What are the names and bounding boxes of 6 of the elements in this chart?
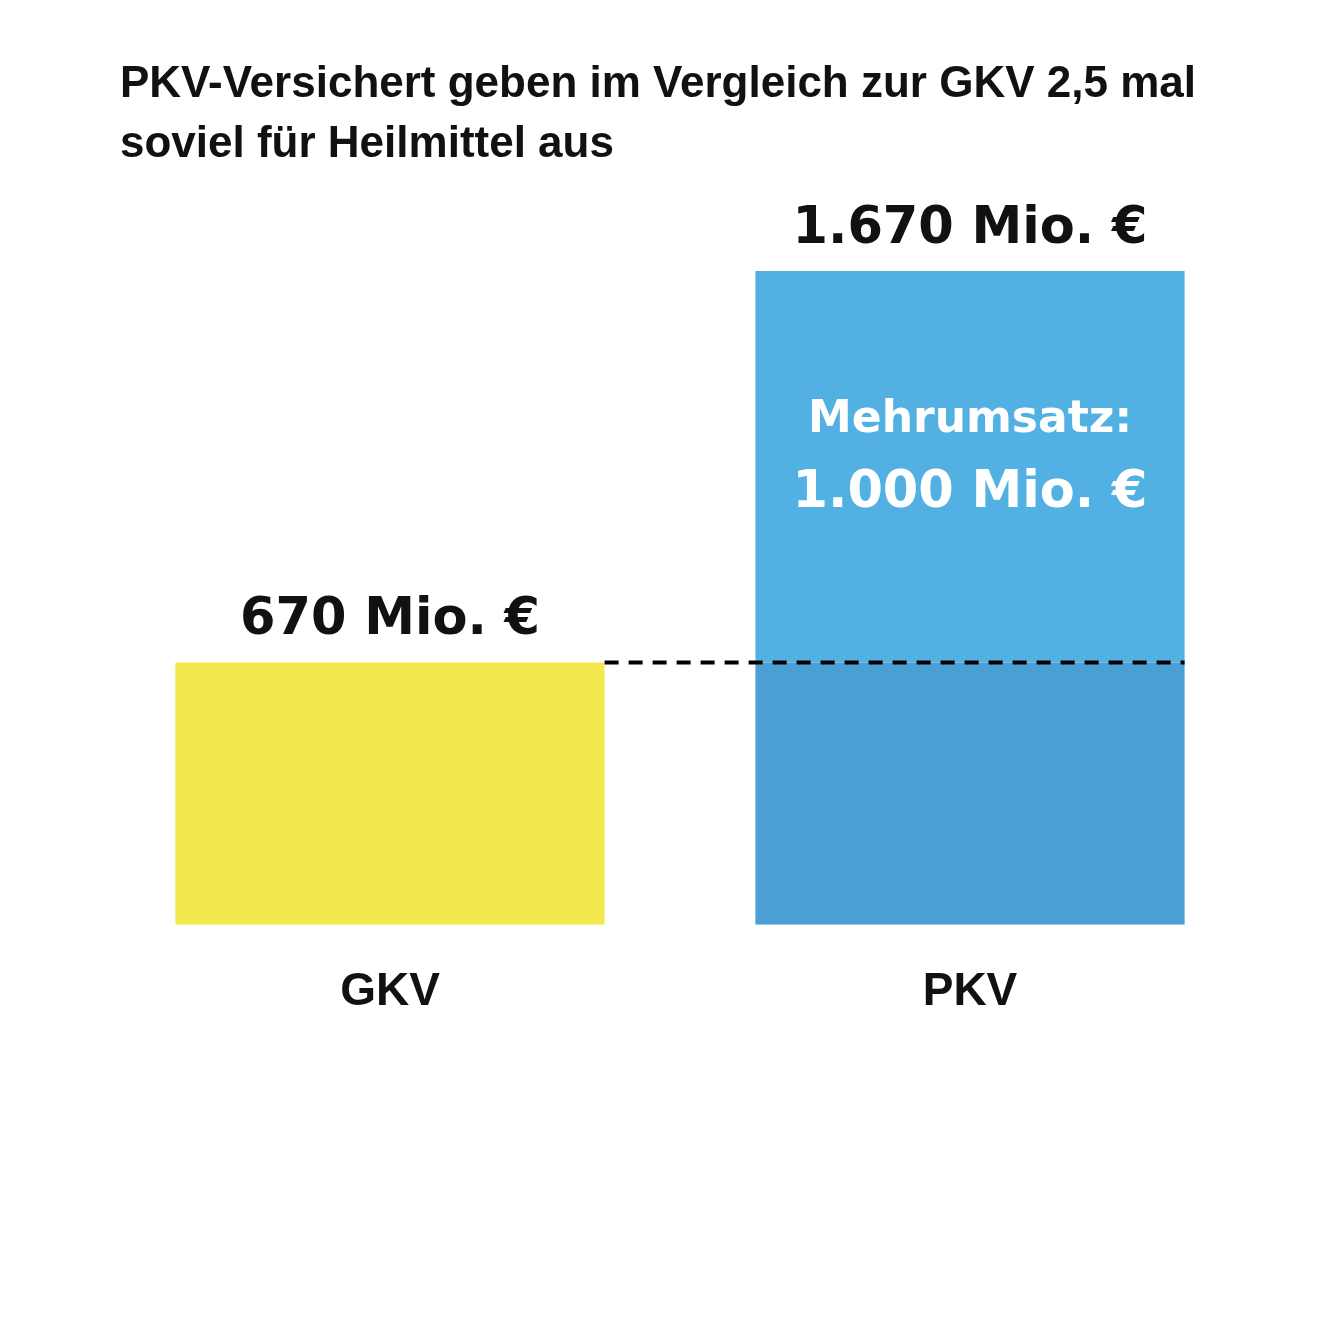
x-tick-label: PKV [922, 963, 1018, 1016]
total-label: 1.670 Mio. € [792, 195, 1148, 255]
chart-title: PKV-Versichert geben im Vergleich zur GKV 2,5 mal soviel für Heilmittel aus [120, 56, 1197, 168]
x-tick-label: GKV [340, 963, 441, 1016]
total-label: 670 Mio. € [239, 587, 541, 647]
data-label: Mehrumsatz: 1.000 Mio. € [792, 390, 1148, 519]
